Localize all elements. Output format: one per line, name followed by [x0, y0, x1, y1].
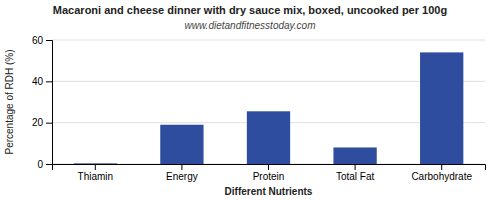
y-tick-label: 60	[32, 35, 44, 46]
x-tick-label: Thiamin	[78, 171, 114, 182]
x-tick-label: Carbohydrate	[411, 171, 472, 182]
chart-svg: Macaroni and cheese dinner with dry sauc…	[0, 0, 500, 200]
bar	[160, 125, 203, 164]
y-tick: 20	[32, 117, 52, 128]
y-tick-label: 40	[32, 76, 44, 87]
y-axis-line	[46, 41, 53, 165]
title: Macaroni and cheese dinner with dry sauc…	[53, 4, 447, 16]
bar	[333, 147, 376, 164]
x-tick-label: Protein	[253, 171, 285, 182]
x-tick-mark	[95, 164, 96, 170]
y-tick-label: 0	[37, 159, 43, 170]
bar	[420, 52, 463, 164]
y-tick-mark	[46, 123, 52, 124]
x-tick-mark	[441, 164, 442, 170]
grid-line	[52, 40, 485, 41]
x-tick-label: Energy	[166, 171, 198, 182]
bar	[74, 163, 117, 164]
x-axis-title: Different Nutrients	[225, 186, 313, 197]
grid	[52, 40, 485, 164]
y-tick: 60	[32, 35, 52, 46]
y-tick-mark	[46, 81, 52, 82]
y-tick-mark	[46, 164, 52, 165]
y-tick-label: 20	[32, 117, 44, 128]
x-tick-label: Total Fat	[336, 171, 375, 182]
x-tick-mark	[268, 164, 269, 170]
bars	[74, 52, 464, 164]
x-tick: Energy	[166, 164, 198, 182]
chart-container: Macaroni and cheese dinner with dry sauc…	[0, 0, 500, 200]
y-axis-title: Percentage of RDH (%)	[4, 49, 15, 154]
x-axis: Thiamin Energy Protein Total Fat Carbohydrat…	[53, 164, 486, 182]
y-tick-mark	[46, 40, 52, 41]
x-tick: Carbohydrate	[411, 164, 472, 182]
subtitle: www.dietandfitnesstoday.com	[185, 20, 316, 31]
x-tick-mark	[355, 164, 356, 170]
y-tick: 40	[32, 76, 52, 87]
x-axis-line	[53, 165, 486, 171]
bar	[247, 111, 290, 164]
plot: 0 20 40 60 Thiamin Energy Protein Total Fat Carb…	[32, 35, 486, 182]
x-tick: Thiamin	[78, 164, 114, 182]
y-axis: 0 20 40 60	[32, 35, 53, 170]
x-tick-mark	[181, 164, 182, 170]
x-tick: Protein	[253, 164, 285, 182]
x-tick: Total Fat	[336, 164, 375, 182]
y-tick: 0	[37, 159, 52, 170]
